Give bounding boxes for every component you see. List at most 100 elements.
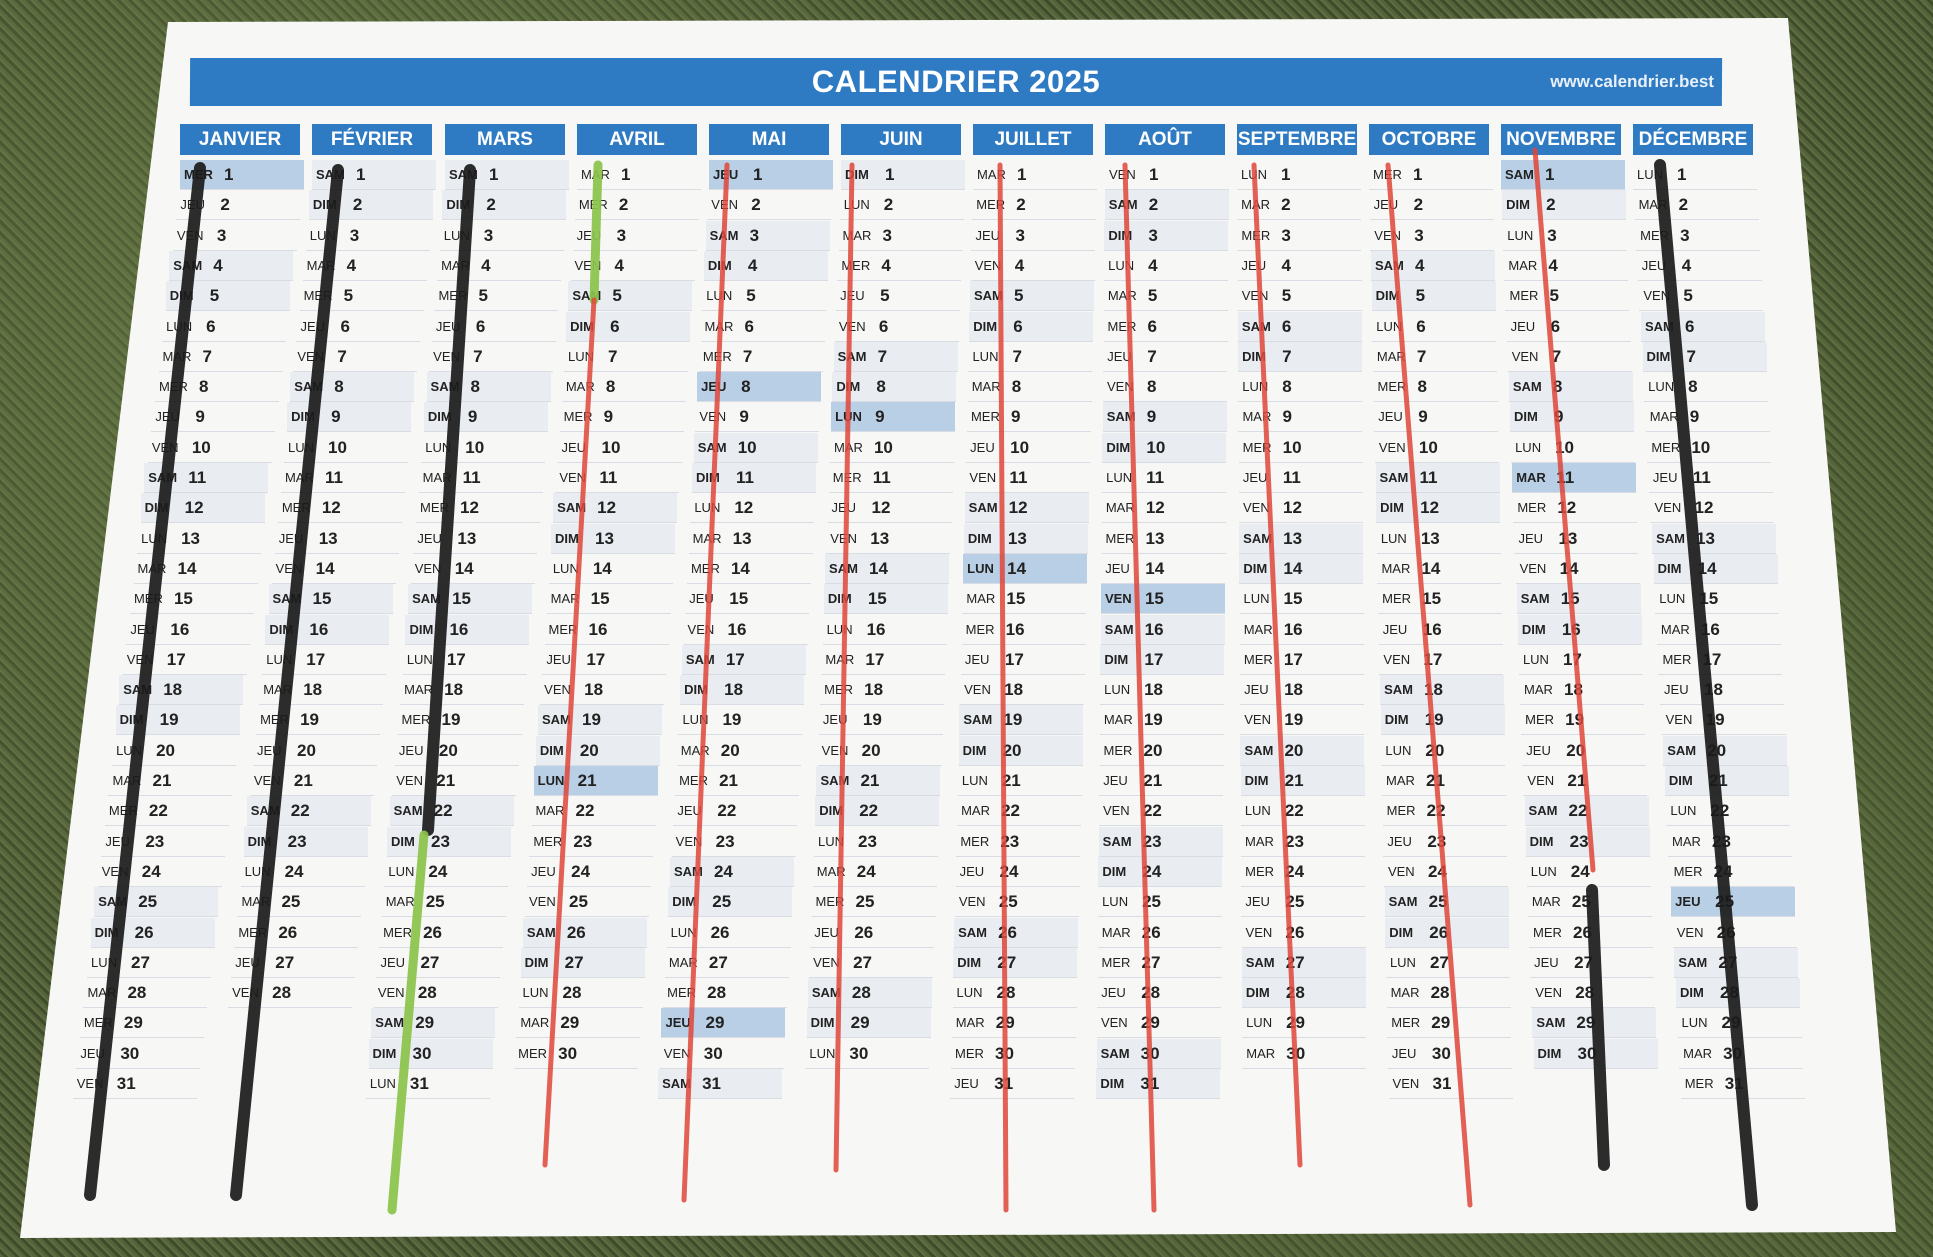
weekday-label: LUN bbox=[961, 773, 988, 788]
day-number: 24 bbox=[856, 861, 876, 881]
day-cell: MAR 30 bbox=[1242, 1039, 1367, 1069]
day-number: 24 bbox=[141, 861, 161, 881]
weekday-label: DIM bbox=[836, 379, 861, 395]
day-number: 29 bbox=[1431, 1013, 1451, 1033]
day-cell: VEN 7 bbox=[429, 342, 554, 372]
weekday-label: VEN bbox=[1387, 863, 1415, 879]
weekday-label: MAR bbox=[680, 742, 710, 758]
day-cell: DIM 30 bbox=[1533, 1038, 1658, 1069]
weekday-label: SAM bbox=[1520, 591, 1550, 607]
weekday-label: JEU bbox=[1675, 894, 1701, 910]
day-cell: MER 23 bbox=[956, 827, 1081, 857]
day-cell: SAM 6 bbox=[1640, 311, 1765, 342]
day-cell: VEN 24 bbox=[97, 857, 222, 887]
weekday-label: DIM bbox=[1243, 560, 1268, 576]
day-number: 9 bbox=[1010, 407, 1021, 427]
day-cell: JEU 6 bbox=[296, 312, 421, 342]
day-cell: JEU 13 bbox=[1514, 524, 1639, 554]
day-cell: LUN 28 bbox=[952, 978, 1077, 1009]
day-number: 9 bbox=[467, 407, 478, 427]
day-number: 30 bbox=[703, 1043, 723, 1063]
day-number: 28 bbox=[1575, 983, 1595, 1003]
day-number: 17 bbox=[725, 649, 745, 669]
day-number: 17 bbox=[1144, 649, 1164, 669]
day-number: 11 bbox=[1146, 468, 1165, 487]
day-number: 21 bbox=[152, 771, 172, 790]
weekday-label: SAM bbox=[375, 1015, 405, 1031]
day-number: 29 bbox=[560, 1013, 580, 1033]
day-cell: MAR 15 bbox=[962, 584, 1087, 615]
day-cell: SAM 18 bbox=[119, 675, 244, 706]
day-cell: SAM 28 bbox=[807, 978, 932, 1009]
day-number: 5 bbox=[209, 286, 220, 306]
weekday-label: JEU bbox=[1101, 985, 1126, 1001]
weekday-label: MAR bbox=[704, 318, 734, 334]
weekday-label: VEN bbox=[559, 470, 587, 485]
day-number: 19 bbox=[582, 710, 601, 730]
day-number: 26 bbox=[423, 922, 443, 942]
day-number: 5 bbox=[343, 286, 354, 306]
day-cell: SAM 11 bbox=[1375, 463, 1500, 493]
weekday-label: LUN bbox=[1380, 530, 1407, 546]
weekday-label: SAM bbox=[958, 924, 987, 940]
day-number: 25 bbox=[281, 892, 301, 912]
day-number: 9 bbox=[1689, 407, 1700, 427]
day-number: 25 bbox=[1715, 892, 1735, 912]
weekday-label: JEU bbox=[80, 1045, 105, 1061]
day-cell: SAM 1 bbox=[312, 160, 436, 190]
day-number: 18 bbox=[1424, 680, 1443, 700]
day-cell: MER 9 bbox=[559, 402, 684, 433]
weekday-label: LUN bbox=[1106, 470, 1133, 485]
day-cell: LUN 17 bbox=[262, 645, 387, 675]
day-number: 1 bbox=[1149, 165, 1159, 184]
day-number: 27 bbox=[131, 952, 150, 972]
day-number: 14 bbox=[1007, 558, 1027, 578]
day-cell: JEU 23 bbox=[101, 827, 226, 857]
day-cell: SAM 31 bbox=[658, 1069, 783, 1099]
day-cell: VEN 16 bbox=[683, 615, 808, 645]
weekday-label: MAR bbox=[692, 530, 722, 546]
day-number: 3 bbox=[216, 225, 227, 245]
day-cell: MER 22 bbox=[104, 796, 229, 827]
day-cell: SAM 23 bbox=[1098, 826, 1223, 857]
day-cell: SAM 29 bbox=[371, 1008, 496, 1039]
weekday-label: LUN bbox=[1243, 591, 1270, 607]
weekday-label: MER bbox=[1245, 863, 1275, 879]
day-number: 18 bbox=[163, 680, 183, 700]
weekday-label: SAM bbox=[1102, 833, 1132, 849]
day-cell: MER 7 bbox=[698, 342, 823, 372]
day-number: 22 bbox=[1001, 801, 1020, 821]
day-cell: LUN 20 bbox=[112, 736, 237, 766]
weekday-label: DIM bbox=[1244, 773, 1269, 788]
weekday-label: LUN bbox=[1108, 257, 1135, 273]
weekday-label: JEU bbox=[1244, 682, 1269, 698]
day-number: 28 bbox=[1141, 983, 1161, 1003]
day-cell: MER 2 bbox=[574, 190, 699, 221]
day-cell: VEN 21 bbox=[1523, 766, 1648, 796]
day-cell: MER 26 bbox=[234, 918, 359, 948]
weekday-label: MAR bbox=[668, 954, 698, 970]
weekday-label: JEU bbox=[1526, 742, 1551, 758]
day-number: 15 bbox=[173, 589, 193, 609]
weekday-label: DIM bbox=[247, 833, 272, 849]
weekday-label: LUN bbox=[1244, 803, 1271, 819]
weekday-label: LUN bbox=[1246, 1015, 1273, 1031]
day-number: 26 bbox=[1429, 922, 1449, 942]
day-cell: MER 29 bbox=[79, 1008, 204, 1039]
weekday-label: VEN bbox=[76, 1076, 104, 1091]
day-number: 30 bbox=[1577, 1043, 1597, 1063]
day-cell: MAR 29 bbox=[951, 1008, 1076, 1039]
day-cell: VEN 7 bbox=[293, 342, 418, 372]
day-number: 20 bbox=[579, 740, 599, 760]
day-cell: MAR 14 bbox=[133, 554, 258, 584]
day-cell: SAM 26 bbox=[522, 917, 647, 948]
day-cell: JEU 17 bbox=[542, 645, 667, 675]
weekday-label: SAM bbox=[709, 227, 739, 243]
day-number: 11 bbox=[736, 468, 755, 487]
weekday-label: MAR bbox=[162, 348, 192, 364]
weekday-label: MER bbox=[1105, 530, 1135, 546]
day-number: 3 bbox=[882, 225, 892, 245]
day-cell: MER 24 bbox=[1669, 857, 1794, 887]
day-number: 18 bbox=[1704, 680, 1723, 700]
day-cell: DIM 16 bbox=[405, 614, 530, 645]
